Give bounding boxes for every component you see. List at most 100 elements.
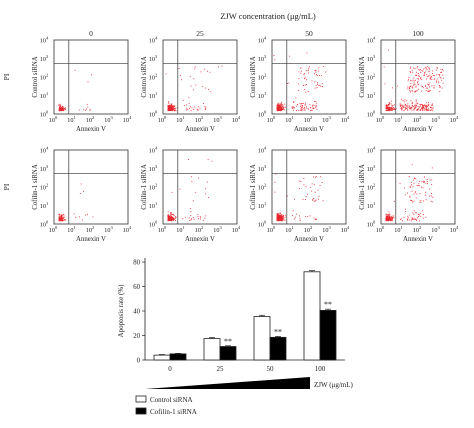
scatter-point [172,105,173,107]
scatter-point [411,109,413,111]
scatter-point [279,103,281,105]
scatter-point [420,71,422,73]
scatter-point [416,219,417,221]
x-tick-exponent: 2 [201,225,203,230]
scatter-point [197,216,199,218]
scatter-point [421,104,423,105]
x-tick-label: 103 [322,225,331,234]
scatter-point [196,108,198,110]
scatter-point [315,105,317,107]
scatter-point [426,181,428,182]
scatter-point [409,90,411,92]
scatter-point [407,219,408,221]
scatter-point [276,213,278,214]
scatter-point [281,219,282,221]
scatter-point [390,103,392,105]
scatter-point [405,211,407,212]
scatter-point [173,107,175,109]
scatter-point [313,108,315,109]
scatter-point [189,108,190,110]
scatter-point [174,106,175,108]
scatter-point [413,84,415,86]
scatter-point [277,219,279,221]
scatter-point [301,110,302,111]
scatter-point [277,106,279,108]
scatter-point [391,219,393,220]
scatter-point [411,164,413,166]
scatter-point [405,104,407,106]
y-tick-label: 103 [40,164,49,173]
y-tick-label: 102 [40,183,48,192]
scatter-point [428,84,430,85]
scatter-point [423,200,425,202]
scatter-point [429,188,431,190]
scatter-point [63,110,65,112]
scatter-point [387,217,389,218]
scatter-point [420,109,421,111]
scatter-point [172,214,174,216]
scatter-point [406,108,407,109]
scatter-point [419,104,421,106]
scatter-point [293,102,295,103]
y-tick-exponent: 0 [373,110,376,115]
scatter-point [429,78,431,80]
scatter-point [58,218,60,220]
scatter-point [388,49,389,51]
scatter-point [172,219,174,221]
scatter-point [280,219,282,221]
x-tick-exponent: 3 [328,115,331,120]
scatter-point [318,198,319,200]
y-tick-exponent: 4 [264,146,267,151]
scatter-point [410,85,412,87]
scatter-point [189,76,191,78]
scatter-point [427,83,429,85]
scatter-point [170,212,172,213]
scatter-point [312,105,313,107]
scatter-point [403,109,405,111]
scatter-point [172,108,173,110]
scatter-point [169,215,171,217]
scatter-point [276,219,278,220]
y-tick-label: 104 [367,146,376,155]
scatter-point [198,218,199,220]
scatter-point [60,215,62,217]
scatter-point [385,108,387,110]
scatter-point [388,110,390,111]
scatter-point [407,88,409,90]
scatter-point [388,106,390,108]
scatter-point [438,82,440,84]
scatter-point [422,107,423,109]
scatter-point [278,215,280,216]
scatter-point [167,214,169,215]
x-tick-label: 100 [376,115,385,124]
scatter-point [423,105,425,106]
scatter-point [173,107,175,108]
scatter-point [61,214,63,216]
scatter-point [416,109,418,110]
scatter-point [280,216,282,218]
scatter-point [401,105,403,107]
scatter-point [201,86,203,88]
scatter-point [305,69,307,71]
scatter-point [80,183,82,185]
scatter-point [404,103,406,105]
x-tick-label: 100 [158,225,167,234]
scatter-point [407,192,408,194]
scatter-point [411,103,413,105]
scatter-point [423,74,425,76]
x-tick-exponent: 1 [182,115,184,120]
scatter-point [276,214,278,216]
scatter-point [60,217,62,219]
scatter-point [280,216,282,218]
scatter-point [414,108,416,109]
scatter-point [61,110,62,111]
scatter-point [318,195,320,197]
x-tick-label: 104 [341,225,350,234]
scatter-point [308,69,310,71]
scatter-point [277,108,279,110]
scatter-point [426,66,428,68]
scatter-point [432,75,434,76]
scatter-point [421,181,423,183]
scatter-point [422,217,424,219]
